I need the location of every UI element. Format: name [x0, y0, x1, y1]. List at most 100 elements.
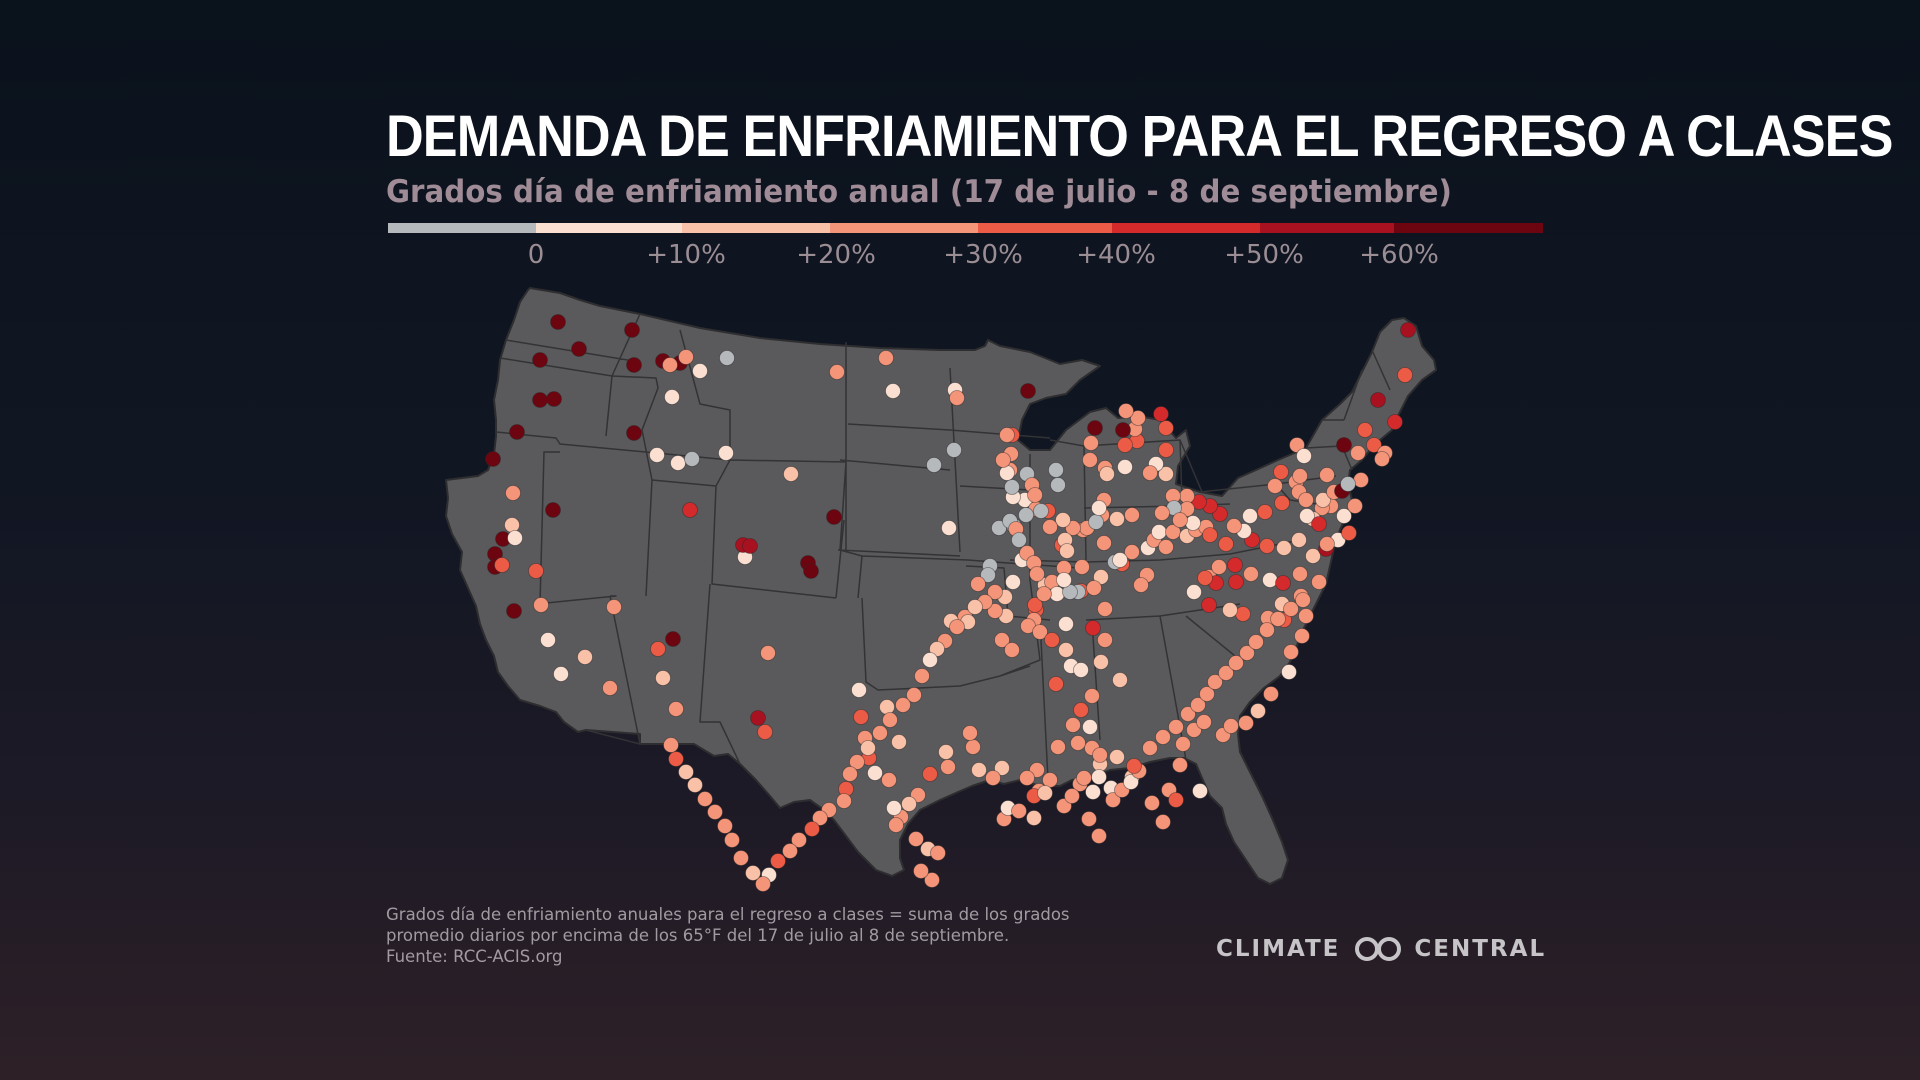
- station-marker: [1299, 508, 1315, 524]
- station-marker: [1091, 500, 1107, 516]
- station-marker: [1257, 504, 1273, 520]
- station-marker: [1262, 572, 1278, 588]
- station-marker: [1276, 540, 1292, 556]
- station-marker: [650, 641, 666, 657]
- station-marker: [1115, 422, 1131, 438]
- station-marker: [1185, 515, 1201, 531]
- legend-label-20: +20%: [796, 240, 876, 270]
- station-marker: [1126, 758, 1142, 774]
- station-marker: [1011, 532, 1027, 548]
- footnote-source: Fuente: RCC-ACIS.org: [386, 947, 563, 966]
- station-marker: [571, 341, 587, 357]
- station-marker: [1059, 543, 1075, 559]
- station-marker: [678, 764, 694, 780]
- station-marker: [853, 709, 869, 725]
- station-marker: [509, 424, 525, 440]
- station-marker: [1005, 574, 1021, 590]
- station-marker: [867, 765, 883, 781]
- station-marker: [1124, 507, 1140, 523]
- legend-label-50: +50%: [1224, 240, 1304, 270]
- station-marker: [1294, 628, 1310, 644]
- station-marker: [1088, 514, 1104, 530]
- station-marker: [506, 603, 522, 619]
- station-marker: [670, 455, 686, 471]
- station-marker: [665, 631, 681, 647]
- station-marker: [1029, 566, 1045, 582]
- station-marker: [505, 485, 521, 501]
- station-marker: [881, 772, 897, 788]
- station-marker: [1305, 548, 1321, 564]
- station-marker: [985, 770, 1001, 786]
- station-marker: [886, 800, 902, 816]
- station-marker: [540, 632, 556, 648]
- station-marker: [545, 502, 561, 518]
- station-marker: [1158, 466, 1174, 482]
- station-marker: [624, 322, 640, 338]
- station-marker: [891, 734, 907, 750]
- station-marker: [965, 739, 981, 755]
- station-marker: [1155, 814, 1171, 830]
- station-marker: [550, 314, 566, 330]
- station-marker: [1050, 477, 1066, 493]
- station-marker: [987, 584, 1003, 600]
- station-marker: [682, 502, 698, 518]
- station-marker: [1070, 735, 1086, 751]
- station-marker: [1056, 572, 1072, 588]
- station-marker: [1298, 608, 1314, 624]
- station-marker: [782, 843, 798, 859]
- station-marker: [1048, 462, 1064, 478]
- station-marker: [662, 357, 678, 373]
- station-marker: [924, 872, 940, 888]
- station-marker: [750, 710, 766, 726]
- station-marker: [1112, 672, 1128, 688]
- station-marker: [1032, 624, 1048, 640]
- station-marker: [1076, 770, 1092, 786]
- station-marker: [1201, 597, 1217, 613]
- station-marker: [664, 389, 680, 405]
- color-legend-bar: [388, 223, 1543, 233]
- station-marker: [906, 687, 922, 703]
- station-marker: [1154, 505, 1170, 521]
- station-marker: [1292, 468, 1308, 484]
- legend-swatch-6: [1260, 223, 1394, 233]
- station-marker: [494, 557, 510, 573]
- station-marker: [987, 603, 1003, 619]
- station-marker: [655, 670, 671, 686]
- station-marker: [1180, 706, 1196, 722]
- legend-label-60: +60%: [1359, 240, 1439, 270]
- station-marker: [1259, 538, 1275, 554]
- station-marker: [1082, 452, 1098, 468]
- station-marker: [1036, 586, 1052, 602]
- station-marker: [1295, 592, 1311, 608]
- station-marker: [1374, 451, 1390, 467]
- station-marker: [1207, 674, 1223, 690]
- station-marker: [1238, 715, 1254, 731]
- station-marker: [1097, 632, 1113, 648]
- station-marker: [1058, 642, 1074, 658]
- station-marker: [755, 876, 771, 892]
- station-marker: [1158, 539, 1174, 555]
- station-marker: [532, 352, 548, 368]
- station-marker: [649, 447, 665, 463]
- station-marker: [1151, 524, 1167, 540]
- station-marker: [733, 850, 749, 866]
- station-marker: [724, 832, 740, 848]
- station-marker: [970, 576, 986, 592]
- legend-label-30: +30%: [943, 240, 1023, 270]
- station-marker: [829, 364, 845, 380]
- station-marker: [1018, 507, 1034, 523]
- station-marker: [1192, 783, 1208, 799]
- station-marker: [1093, 654, 1109, 670]
- station-marker: [1092, 747, 1108, 763]
- station-marker: [1347, 498, 1363, 514]
- station-marker: [1123, 774, 1139, 790]
- station-marker: [908, 831, 924, 847]
- station-marker: [804, 821, 820, 837]
- station-marker: [1097, 601, 1113, 617]
- station-marker: [882, 712, 898, 728]
- station-marker: [577, 649, 593, 665]
- station-marker: [1275, 575, 1291, 591]
- station-marker: [687, 777, 703, 793]
- station-marker: [1202, 527, 1218, 543]
- climate-central-logo-icon: [1355, 937, 1402, 961]
